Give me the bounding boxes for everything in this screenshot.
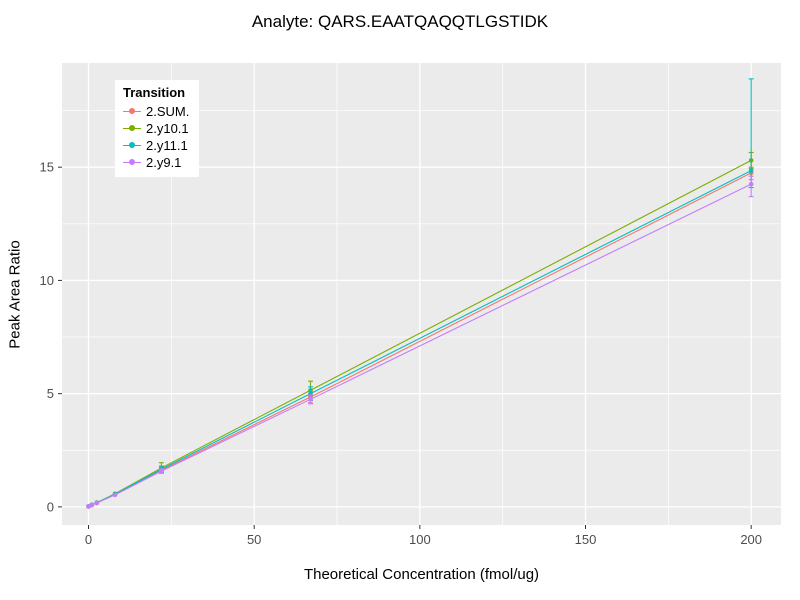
- legend-item: 2.y9.1: [123, 154, 189, 171]
- legend-item-label: 2.y9.1: [146, 155, 182, 170]
- x-tick-label: 200: [740, 532, 762, 547]
- y-tick-label: 10: [40, 273, 54, 288]
- x-tick-label: 100: [409, 532, 431, 547]
- legend-item: 2.y10.1: [123, 120, 189, 137]
- data-point: [112, 492, 118, 498]
- x-axis-title: Theoretical Concentration (fmol/ug): [303, 566, 540, 583]
- legend-key-icon: [123, 139, 141, 153]
- legend-item-label: 2.SUM.: [146, 104, 190, 119]
- legend-item-label: 2.y10.1: [146, 121, 189, 136]
- y-tick-label: 5: [47, 386, 54, 401]
- legend-item: 2.y11.1: [123, 137, 189, 154]
- y-tick-label: 0: [47, 499, 54, 514]
- x-tick-label: 50: [247, 532, 261, 547]
- data-point: [159, 468, 164, 474]
- x-tick-label: 150: [575, 532, 597, 547]
- data-point: [308, 397, 313, 402]
- legend-title: Transition: [123, 85, 186, 100]
- legend-item: 2.SUM.: [123, 103, 189, 120]
- data-point: [94, 500, 100, 506]
- legend-key-icon: [123, 105, 141, 119]
- legend-key-icon: [123, 122, 141, 136]
- data-point: [89, 502, 95, 508]
- data-point: [748, 168, 754, 173]
- legend: Transition 2.SUM. 2.y10.1 2.y11.1 2.y9.1: [115, 80, 200, 177]
- legend-item-label: 2.y11.1: [146, 138, 188, 153]
- x-tick-label: 0: [85, 532, 92, 547]
- legend-key-icon: [123, 156, 141, 170]
- plot-title: Analyte: QARS.EAATQAQQTLGSTIDK: [251, 12, 549, 31]
- y-tick-label: 15: [40, 160, 54, 175]
- data-point: [748, 181, 754, 187]
